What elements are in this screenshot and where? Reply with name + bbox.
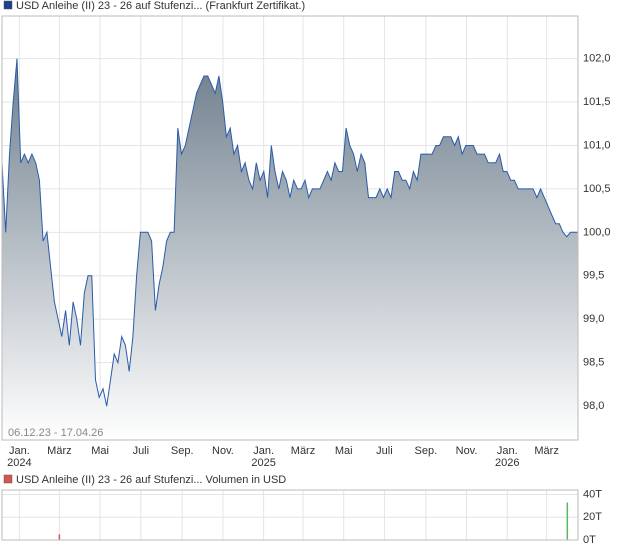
x-tick-label: Jan. 2026 <box>495 445 519 469</box>
x-tick-label: Juli <box>133 445 150 457</box>
y-tick-label: 98,5 <box>583 357 604 369</box>
plot-frame <box>1 489 579 541</box>
y-tick-label: 101,5 <box>583 96 611 108</box>
y-tick-label: 40T <box>583 488 602 500</box>
x-tick-label: Jan. 2024 <box>7 445 31 469</box>
x-tick-label-line: 2026 <box>495 457 519 469</box>
x-tick-label: Nov. <box>456 445 478 457</box>
x-tick-label-line: März <box>47 445 71 457</box>
y-tick-label: 102,0 <box>583 52 611 64</box>
x-tick-label: Mai <box>335 445 353 457</box>
x-tick-label-line: Nov. <box>456 445 478 457</box>
price-line <box>1 58 578 407</box>
y-tick-label: 101,0 <box>583 139 611 151</box>
x-tick-label: Juli <box>376 445 393 457</box>
volume-bar <box>566 502 569 540</box>
y-tick-label: 100,5 <box>583 183 611 195</box>
legend-label: USD Anleihe (II) 23 - 26 auf Stufenzi...… <box>16 474 286 486</box>
x-tick-label: März <box>47 445 71 457</box>
x-tick-label-line: Sep. <box>171 445 194 457</box>
y-tick-label: 99,0 <box>583 313 604 325</box>
y-tick-label: 100,0 <box>583 226 611 238</box>
x-tick-label-line: Jan. <box>253 445 274 457</box>
x-tick-label-line: März <box>291 445 315 457</box>
x-tick-label-line: Nov. <box>212 445 234 457</box>
x-tick-label-line: März <box>534 445 558 457</box>
x-tick-label-line: Jan. <box>9 445 30 457</box>
x-tick-label-line: 2024 <box>7 457 31 469</box>
y-tick-label: 20T <box>583 511 602 523</box>
x-tick-label-line: Mai <box>91 445 109 457</box>
x-tick-label-line: Jan. <box>497 445 518 457</box>
x-tick-label-line: Mai <box>335 445 353 457</box>
x-tick-label: Sep. <box>171 445 194 457</box>
legend-swatch <box>3 0 13 10</box>
x-tick-label: Jan. 2025 <box>251 445 275 469</box>
x-tick-label-line: Juli <box>133 445 150 457</box>
date-range-label: 06.12.23 - 17.04.26 <box>8 427 103 439</box>
y-tick-label: 99,5 <box>583 270 604 282</box>
area-fill <box>2 58 578 440</box>
y-tick-label: 98,0 <box>583 400 604 412</box>
x-tick-label: Nov. <box>212 445 234 457</box>
x-tick-label-line: 2025 <box>251 457 275 469</box>
y-tick-label: 0T <box>583 534 596 546</box>
x-tick-label: März <box>291 445 315 457</box>
x-tick-label-line: Juli <box>376 445 393 457</box>
x-tick-label: Mai <box>91 445 109 457</box>
legend-label: USD Anleihe (II) 23 - 26 auf Stufenzi...… <box>16 0 305 12</box>
volume-bar <box>58 534 61 540</box>
x-tick-label-line: Sep. <box>415 445 438 457</box>
legend-swatch <box>3 474 13 484</box>
x-tick-label: Sep. <box>415 445 438 457</box>
x-tick-label: März <box>534 445 558 457</box>
plot-frame <box>1 15 579 441</box>
